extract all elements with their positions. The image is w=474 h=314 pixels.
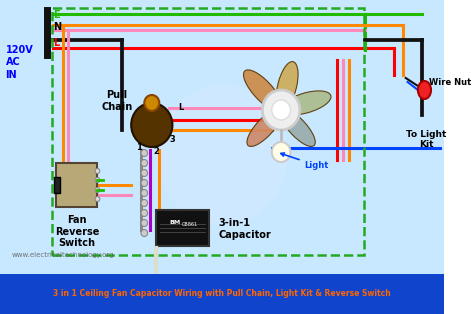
Circle shape [141, 219, 147, 226]
Circle shape [131, 103, 173, 147]
Circle shape [272, 100, 291, 120]
Circle shape [263, 90, 300, 130]
Bar [52, 8, 364, 255]
Text: E: E [54, 10, 60, 20]
Text: 120V
AC
IN: 120V AC IN [6, 45, 33, 80]
Ellipse shape [244, 70, 283, 111]
Ellipse shape [280, 109, 315, 146]
Text: Fan
Reverse
Switch: Fan Reverse Switch [55, 215, 99, 248]
Ellipse shape [418, 81, 431, 99]
Circle shape [141, 149, 147, 156]
Bar [156, 210, 209, 246]
Text: 3: 3 [170, 136, 175, 144]
Circle shape [95, 197, 100, 202]
Circle shape [141, 180, 147, 187]
Circle shape [272, 142, 291, 162]
Ellipse shape [247, 109, 282, 146]
Circle shape [95, 169, 100, 174]
Text: L: L [178, 104, 183, 112]
Ellipse shape [276, 62, 298, 110]
Text: Wire Nut: Wire Nut [429, 78, 472, 87]
Bar [55, 177, 60, 193]
Circle shape [141, 199, 147, 207]
Circle shape [156, 85, 288, 225]
Text: 3 in 1 Ceiling Fan Capacitor Wiring with Pull Chain, Light Kit & Reverse Switch: 3 in 1 Ceiling Fan Capacitor Wiring with… [53, 290, 391, 299]
Circle shape [141, 160, 147, 166]
Text: 1: 1 [136, 143, 142, 153]
Text: 2: 2 [154, 148, 159, 156]
Text: To Light
Kit: To Light Kit [406, 130, 447, 149]
Circle shape [95, 187, 100, 192]
Text: Light: Light [281, 153, 329, 170]
Text: Pull
Chain: Pull Chain [101, 90, 133, 111]
Text: N: N [54, 22, 62, 32]
Text: L: L [54, 38, 60, 48]
Bar [0, 0, 444, 275]
Circle shape [141, 190, 147, 197]
Text: 3-in-1
Capacitor: 3-in-1 Capacitor [219, 218, 271, 240]
Text: www.electricaltechnology.org: www.electricaltechnology.org [11, 252, 114, 258]
Text: BM: BM [170, 219, 181, 225]
Circle shape [141, 209, 147, 216]
Ellipse shape [281, 91, 331, 115]
Bar [56, 163, 98, 207]
Bar [0, 274, 444, 314]
Circle shape [141, 170, 147, 176]
Circle shape [141, 230, 147, 236]
Circle shape [144, 95, 159, 111]
Text: CB861: CB861 [182, 221, 198, 226]
Circle shape [95, 177, 100, 182]
